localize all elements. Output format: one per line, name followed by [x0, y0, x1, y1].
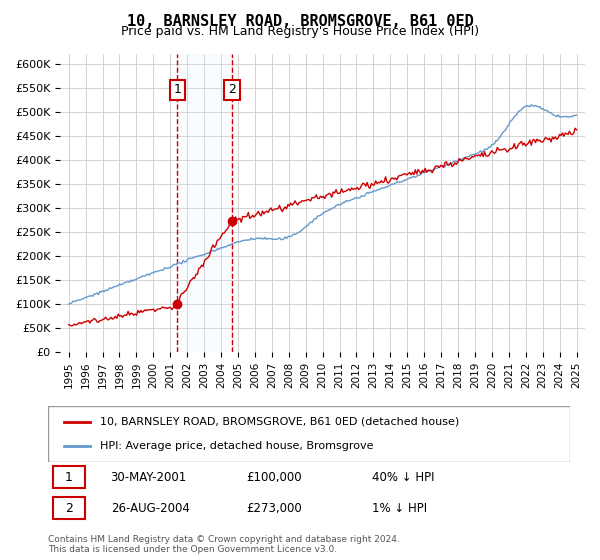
Text: HPI: Average price, detached house, Bromsgrove: HPI: Average price, detached house, Brom… — [100, 441, 374, 451]
Text: 10, BARNSLEY ROAD, BROMSGROVE, B61 0ED (detached house): 10, BARNSLEY ROAD, BROMSGROVE, B61 0ED (… — [100, 417, 460, 427]
Text: Price paid vs. HM Land Registry's House Price Index (HPI): Price paid vs. HM Land Registry's House … — [121, 25, 479, 38]
Text: 30-MAY-2001: 30-MAY-2001 — [110, 471, 187, 484]
Text: 40% ↓ HPI: 40% ↓ HPI — [371, 471, 434, 484]
FancyBboxPatch shape — [53, 497, 85, 519]
Text: £100,000: £100,000 — [247, 471, 302, 484]
Text: 2: 2 — [228, 83, 236, 96]
Text: 1: 1 — [173, 83, 181, 96]
Text: 2: 2 — [65, 502, 73, 515]
Text: 1: 1 — [65, 471, 73, 484]
FancyBboxPatch shape — [48, 406, 570, 462]
Text: Contains HM Land Registry data © Crown copyright and database right 2024.
This d: Contains HM Land Registry data © Crown c… — [48, 535, 400, 554]
Text: 26-AUG-2004: 26-AUG-2004 — [110, 502, 190, 515]
Text: 1% ↓ HPI: 1% ↓ HPI — [371, 502, 427, 515]
Text: 10, BARNSLEY ROAD, BROMSGROVE, B61 0ED: 10, BARNSLEY ROAD, BROMSGROVE, B61 0ED — [127, 14, 473, 29]
Text: £273,000: £273,000 — [247, 502, 302, 515]
FancyBboxPatch shape — [53, 466, 85, 488]
Bar — [177, 54, 232, 352]
